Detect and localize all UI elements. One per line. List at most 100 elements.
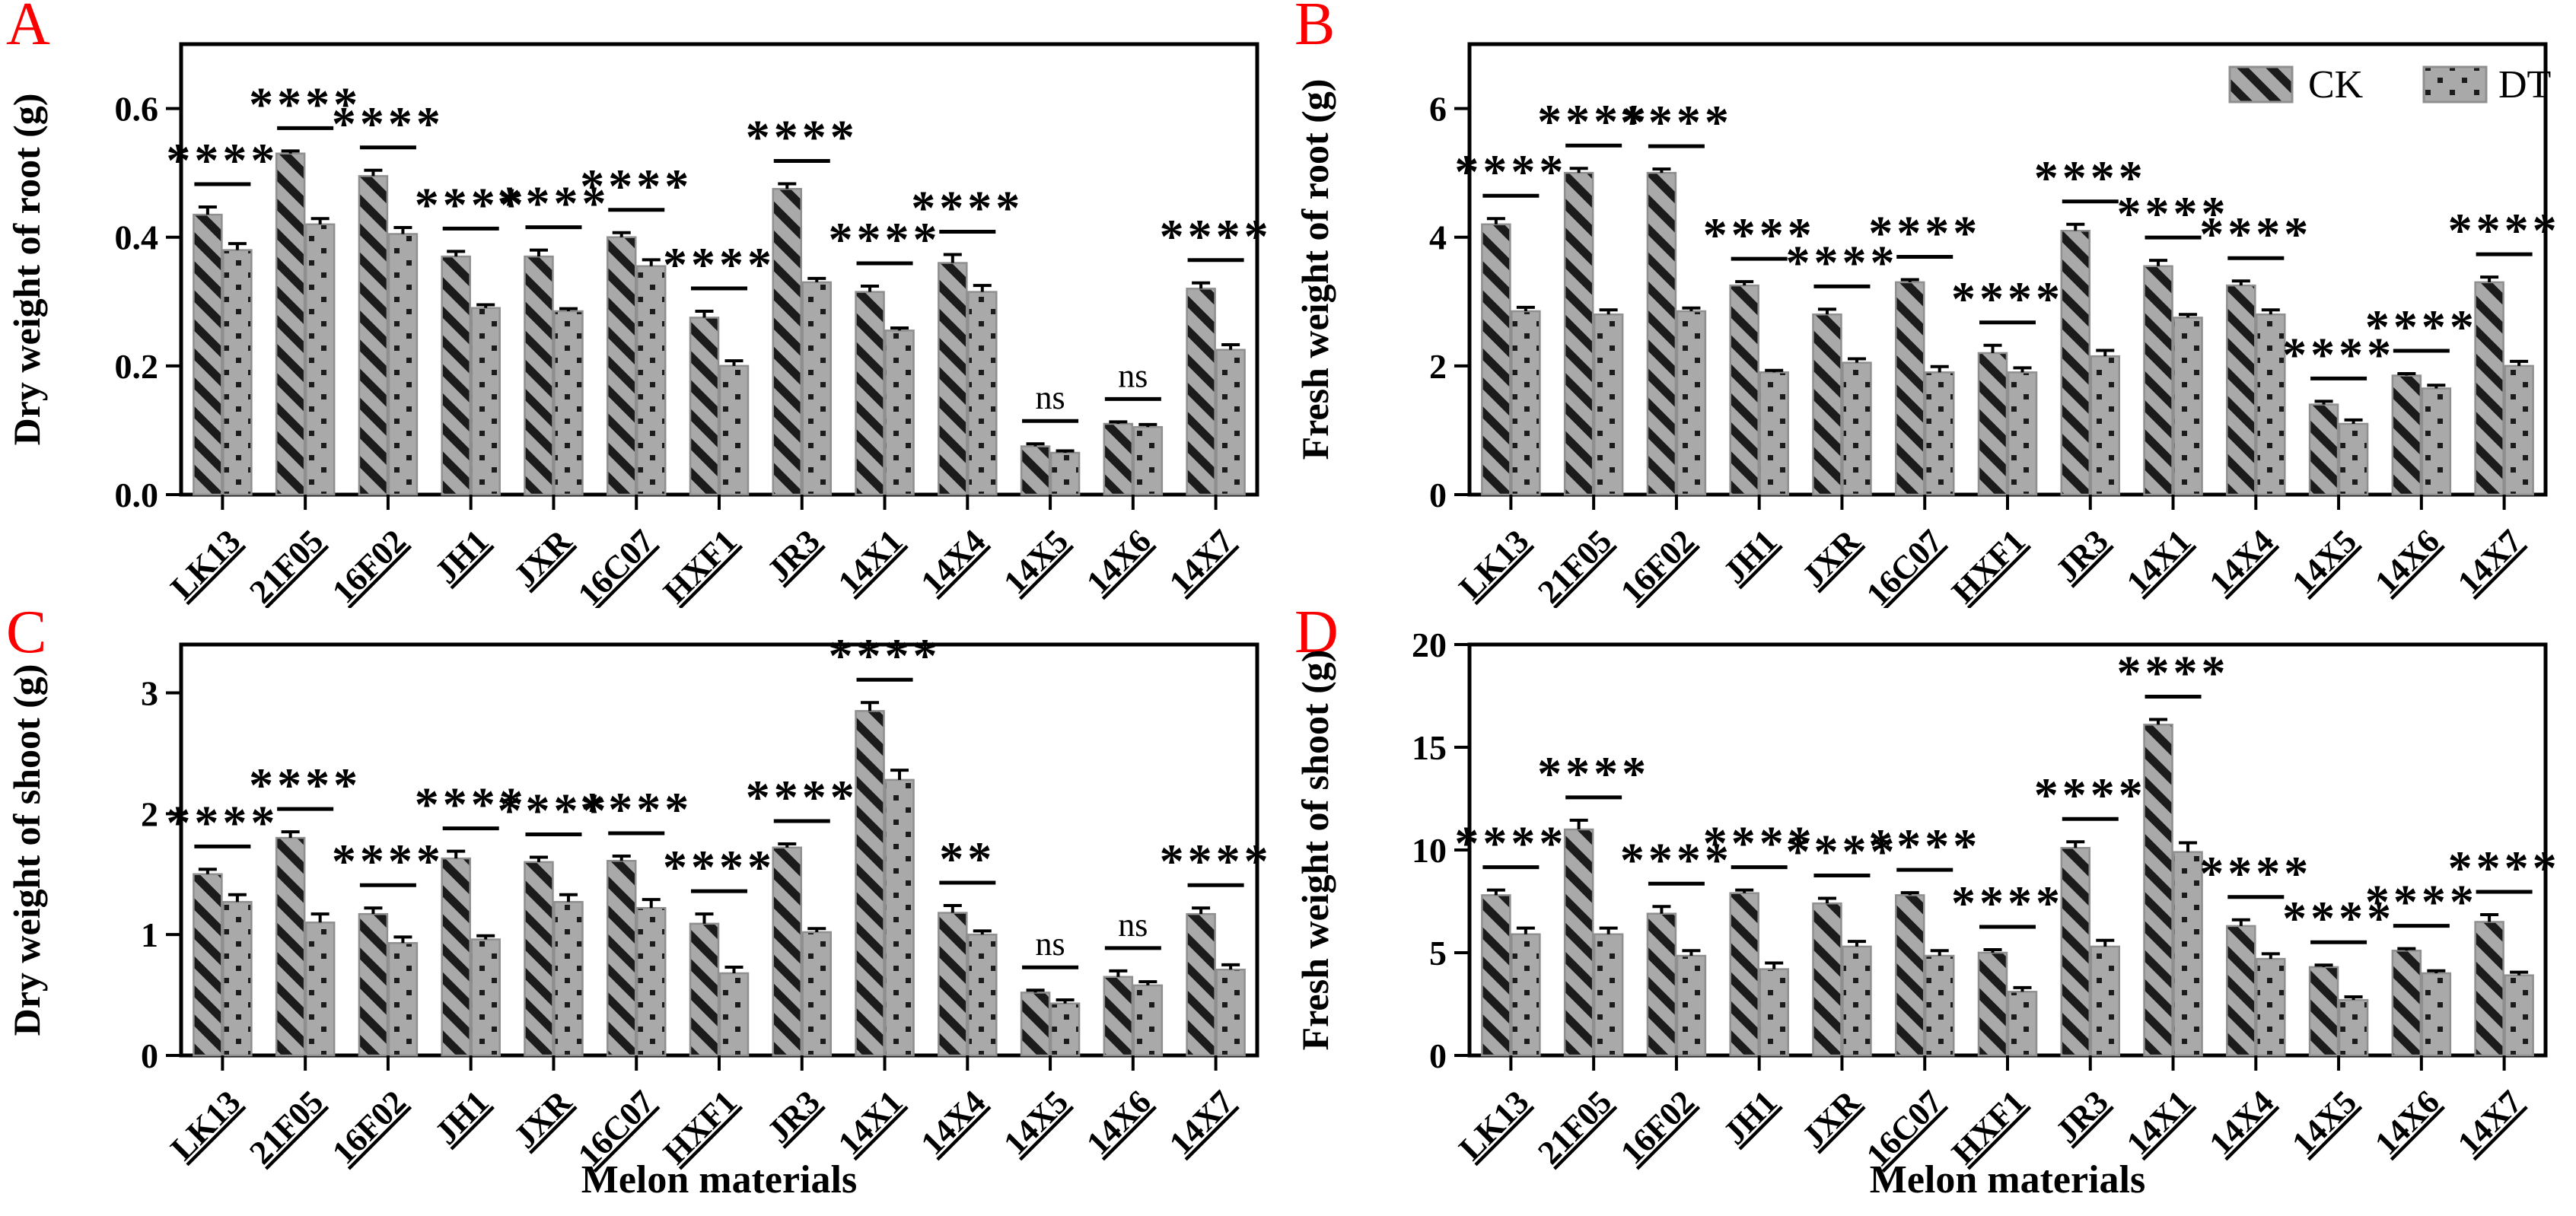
bar-dt-JXR <box>1842 945 1872 1057</box>
bar-dt-14X5 <box>1049 1002 1081 1057</box>
y-tick-label: 0.0 <box>115 476 159 514</box>
y-tick-label: 2 <box>1429 347 1447 386</box>
bar-dt-14X5 <box>2338 422 2369 496</box>
significance-label: **** <box>1160 209 1272 263</box>
significance-label: **** <box>249 758 361 812</box>
bar-dt-LK13 <box>222 249 253 496</box>
legend: CK DT <box>2228 63 2551 107</box>
x-tick-label-JH1: JH1 <box>428 522 496 590</box>
x-tick-label-14X4: 14X4 <box>914 1083 993 1162</box>
bar-dt-JR3 <box>2090 355 2121 496</box>
significance-label: **** <box>1620 95 1733 149</box>
x-tick-label-14X4: 14X4 <box>2202 522 2281 601</box>
bar-dt-14X6 <box>1132 425 1164 496</box>
x-tick-label-LK13: LK13 <box>1452 1083 1536 1167</box>
bar-ck-HXF1 <box>1977 352 2008 496</box>
bar-dt-21F05 <box>304 223 336 496</box>
bar-ck-16F02 <box>358 175 389 496</box>
significance-label: **** <box>1537 94 1650 148</box>
bar-ck-14X5 <box>2308 966 2339 1057</box>
x-tick-label-LK13: LK13 <box>1452 522 1536 606</box>
bar-dt-14X6 <box>1132 984 1164 1057</box>
x-tick-label-JR3: JR3 <box>760 522 827 589</box>
bar-ck-HXF1 <box>689 922 720 1057</box>
x-tick-label-21F05: 21F05 <box>1530 522 1619 608</box>
bar-dt-14X4 <box>967 933 998 1057</box>
bar-ck-14X4 <box>2226 284 2256 496</box>
y-axis-title: Dry weight of root (g) <box>5 94 48 446</box>
bar-ck-LK13 <box>193 873 223 1057</box>
bar-ck-14X5 <box>1020 445 1051 496</box>
bar-ck-14X1 <box>2143 724 2173 1057</box>
significance-label: **** <box>746 110 858 164</box>
bar-dt-HXF1 <box>2007 371 2038 496</box>
significance-label: **** <box>497 177 610 231</box>
x-tick-label-21F05: 21F05 <box>1530 1083 1619 1171</box>
y-axis-title: Dry weight of shoot (g) <box>5 664 48 1036</box>
bar-ck-JXR <box>1812 902 1842 1057</box>
y-tick-label: 1 <box>141 915 158 954</box>
bar-dt-JR3 <box>2090 945 2121 1057</box>
panel-letter-D: D <box>1294 599 1339 666</box>
x-tick-label-14X1: 14X1 <box>831 1083 910 1162</box>
bar-ck-14X5 <box>2308 403 2339 496</box>
x-tick-label-21F05: 21F05 <box>242 522 330 608</box>
x-tick-label-JH1: JH1 <box>428 1083 496 1151</box>
x-tick-label-14X7: 14X7 <box>2450 1083 2530 1162</box>
x-tick-label-14X6: 14X6 <box>1079 522 1158 601</box>
bar-ck-JR3 <box>772 846 803 1057</box>
bar-ck-JR3 <box>2060 847 2091 1057</box>
x-tick-label-14X4: 14X4 <box>2202 1083 2281 1162</box>
bar-dt-16F02 <box>1676 954 1707 1057</box>
significance-label: **** <box>2117 646 2230 700</box>
bar-ck-14X6 <box>1103 976 1134 1057</box>
bar-ck-16C07 <box>1894 894 1925 1057</box>
bar-ck-14X5 <box>1020 992 1051 1057</box>
bar-dt-16F02 <box>1676 310 1707 496</box>
significance-label: **** <box>415 177 527 231</box>
bar-dt-16C07 <box>635 906 667 1057</box>
bar-dt-JH1 <box>1759 371 1789 496</box>
y-tick-label: 20 <box>1412 626 1447 664</box>
bar-dt-JXR <box>553 901 584 1057</box>
bar-ck-16C07 <box>606 860 637 1057</box>
x-tick-label-14X7: 14X7 <box>1162 522 1241 601</box>
significance-label: **** <box>911 181 1024 235</box>
bar-dt-14X1 <box>884 778 915 1057</box>
bar-dt-JXR <box>1842 361 1872 496</box>
bar-ck-14X4 <box>2226 925 2256 1057</box>
bar-dt-LK13 <box>222 901 253 1057</box>
x-tick-label-JR3: JR3 <box>760 1083 827 1150</box>
bar-ck-JR3 <box>772 188 803 496</box>
bar-dt-16C07 <box>1924 954 1955 1057</box>
bar-dt-JR3 <box>801 281 833 496</box>
bar-ck-JXR <box>1812 313 1842 496</box>
significance-label: **** <box>1703 817 1816 871</box>
chart-dry-weight-of-root: 0.0 0.2 0.4 0.6 Dry weight of root (g) **** LK… <box>5 42 1272 608</box>
legend-swatch-ck <box>2228 65 2294 103</box>
bar-ck-16F02 <box>358 912 389 1057</box>
bar-ck-16C07 <box>1894 281 1925 496</box>
panel-D: D 0 5 10 15 20 Fresh weight of shoot (g) **** L… <box>1288 602 2576 1216</box>
bar-ck-JH1 <box>1729 284 1759 496</box>
x-tick-label-16C07: 16C07 <box>571 522 661 608</box>
bar-dt-21F05 <box>1593 313 1624 496</box>
bar-ck-LK13 <box>1481 894 1511 1057</box>
bar-dt-14X5 <box>1049 451 1081 496</box>
bar-ck-JR3 <box>2060 230 2091 496</box>
y-tick-label: 0 <box>141 1036 158 1075</box>
bar-dt-14X7 <box>1215 349 1246 496</box>
bar-ck-16C07 <box>606 236 637 496</box>
chart-fresh-weight-of-shoot: 0 5 10 15 20 Fresh weight of shoot (g) **** LK1… <box>1294 626 2557 1202</box>
bar-ck-LK13 <box>193 213 223 496</box>
bar-dt-JXR <box>553 310 584 496</box>
bar-ck-14X7 <box>2474 281 2504 496</box>
significance-label: **** <box>2034 768 2147 822</box>
significance-label: **** <box>1160 834 1272 888</box>
y-axis-title: Fresh weight of root (g) <box>1294 79 1336 460</box>
significance-label: ns <box>1118 906 1148 944</box>
x-tick-label-14X5: 14X5 <box>996 1083 1075 1162</box>
y-axis-title: Fresh weight of shoot (g) <box>1294 650 1336 1051</box>
significance-label: **** <box>663 840 775 894</box>
x-tick-label-21F05: 21F05 <box>242 1083 330 1171</box>
